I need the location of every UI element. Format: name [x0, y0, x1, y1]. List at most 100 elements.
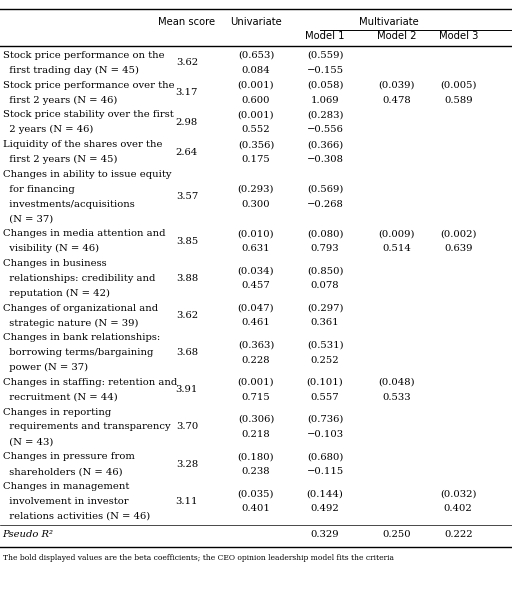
Text: 0.589: 0.589: [444, 95, 473, 104]
Text: 0.639: 0.639: [444, 244, 473, 253]
Text: 0.631: 0.631: [242, 244, 270, 253]
Text: 0.238: 0.238: [242, 467, 270, 476]
Text: 3.62: 3.62: [176, 58, 198, 68]
Text: Pseudo R²: Pseudo R²: [3, 530, 54, 538]
Text: 0.252: 0.252: [311, 356, 339, 365]
Text: −0.268: −0.268: [307, 200, 344, 209]
Text: (0.366): (0.366): [307, 140, 343, 149]
Text: (0.005): (0.005): [440, 81, 477, 90]
Text: Model 1: Model 1: [305, 31, 345, 41]
Text: Changes of organizational and: Changes of organizational and: [3, 304, 158, 313]
Text: The bold displayed values are the beta coefficients; the CEO opinion leadership : The bold displayed values are the beta c…: [3, 554, 394, 562]
Text: −0.308: −0.308: [307, 155, 344, 164]
Text: (0.001): (0.001): [238, 378, 274, 387]
Text: (0.850): (0.850): [307, 266, 344, 275]
Text: first trading day (N = 45): first trading day (N = 45): [3, 66, 139, 75]
Text: 0.401: 0.401: [242, 504, 270, 513]
Text: (0.101): (0.101): [307, 378, 344, 387]
Text: Changes in pressure from: Changes in pressure from: [3, 452, 135, 461]
Text: −0.556: −0.556: [307, 125, 344, 134]
Text: 0.514: 0.514: [382, 244, 411, 253]
Text: first 2 years (N = 46): first 2 years (N = 46): [3, 95, 117, 104]
Text: 0.078: 0.078: [311, 281, 339, 291]
Text: (0.144): (0.144): [307, 489, 344, 498]
Text: reputation (N = 42): reputation (N = 42): [3, 289, 110, 298]
Text: Changes in ability to issue equity: Changes in ability to issue equity: [3, 170, 171, 179]
Text: visibility (N = 46): visibility (N = 46): [3, 244, 99, 253]
Text: Multivariate: Multivariate: [359, 17, 419, 27]
Text: −0.103: −0.103: [307, 430, 344, 439]
Text: (0.180): (0.180): [238, 452, 274, 461]
Text: Model 2: Model 2: [377, 31, 417, 41]
Text: 0.228: 0.228: [242, 356, 270, 365]
Text: (0.047): (0.047): [238, 304, 274, 313]
Text: (0.032): (0.032): [440, 489, 477, 498]
Text: 0.600: 0.600: [242, 95, 270, 104]
Text: (0.010): (0.010): [238, 229, 274, 238]
Text: 0.461: 0.461: [242, 318, 270, 327]
Text: first 2 years (N = 45): first 2 years (N = 45): [3, 155, 117, 164]
Text: 3.17: 3.17: [176, 88, 198, 97]
Text: Stock price stability over the first: Stock price stability over the first: [3, 110, 173, 119]
Text: 0.222: 0.222: [444, 530, 473, 538]
Text: (0.653): (0.653): [238, 51, 274, 60]
Text: (0.035): (0.035): [238, 489, 274, 498]
Text: 3.68: 3.68: [176, 348, 198, 357]
Text: relations activities (N = 46): relations activities (N = 46): [3, 512, 150, 521]
Text: (N = 43): (N = 43): [3, 437, 53, 447]
Text: (0.009): (0.009): [378, 229, 415, 238]
Text: (0.363): (0.363): [238, 341, 274, 350]
Text: (0.293): (0.293): [238, 184, 274, 194]
Text: 3.70: 3.70: [176, 422, 198, 432]
Text: Univariate: Univariate: [230, 17, 282, 27]
Text: 0.552: 0.552: [242, 125, 270, 134]
Text: 0.250: 0.250: [382, 530, 411, 538]
Text: 3.11: 3.11: [176, 497, 198, 506]
Text: Liquidity of the shares over the: Liquidity of the shares over the: [3, 140, 162, 149]
Text: Model 3: Model 3: [439, 31, 478, 41]
Text: 0.402: 0.402: [444, 504, 473, 513]
Text: Changes in business: Changes in business: [3, 259, 106, 268]
Text: 0.457: 0.457: [242, 281, 270, 291]
Text: for financing: for financing: [3, 184, 74, 194]
Text: (0.736): (0.736): [307, 415, 344, 424]
Text: (0.559): (0.559): [307, 51, 344, 60]
Text: (0.034): (0.034): [238, 266, 274, 275]
Text: 3.57: 3.57: [176, 192, 198, 201]
Text: power (N = 37): power (N = 37): [3, 363, 88, 372]
Text: 2.64: 2.64: [176, 148, 198, 157]
Text: (0.080): (0.080): [307, 229, 344, 238]
Text: (0.001): (0.001): [238, 81, 274, 90]
Text: (0.356): (0.356): [238, 140, 274, 149]
Text: 0.533: 0.533: [382, 393, 411, 401]
Text: (0.001): (0.001): [238, 110, 274, 119]
Text: Changes in bank relationships:: Changes in bank relationships:: [3, 333, 160, 342]
Text: Changes in staffing: retention and: Changes in staffing: retention and: [3, 378, 177, 387]
Text: recruitment (N = 44): recruitment (N = 44): [3, 393, 117, 401]
Text: 0.715: 0.715: [242, 393, 270, 401]
Text: 0.084: 0.084: [242, 66, 270, 75]
Text: 3.85: 3.85: [176, 237, 198, 246]
Text: 0.492: 0.492: [311, 504, 339, 513]
Text: 0.361: 0.361: [311, 318, 339, 327]
Text: investments/acquisitions: investments/acquisitions: [3, 200, 134, 209]
Text: (0.039): (0.039): [378, 81, 415, 90]
Text: 1.069: 1.069: [311, 95, 339, 104]
Text: Changes in media attention and: Changes in media attention and: [3, 229, 165, 238]
Text: (0.569): (0.569): [307, 184, 344, 194]
Text: 3.62: 3.62: [176, 311, 198, 320]
Text: borrowing terms/bargaining: borrowing terms/bargaining: [3, 348, 153, 357]
Text: (0.297): (0.297): [307, 304, 344, 313]
Text: requirements and transparency: requirements and transparency: [3, 422, 170, 432]
Text: 0.300: 0.300: [242, 200, 270, 209]
Text: Changes in management: Changes in management: [3, 482, 129, 491]
Text: (0.283): (0.283): [307, 110, 344, 119]
Text: 3.28: 3.28: [176, 460, 198, 468]
Text: Changes in reporting: Changes in reporting: [3, 407, 111, 417]
Text: −0.115: −0.115: [307, 467, 344, 476]
Text: Stock price performance over the: Stock price performance over the: [3, 81, 174, 90]
Text: 0.557: 0.557: [311, 393, 339, 401]
Text: involvement in investor: involvement in investor: [3, 497, 128, 506]
Text: Mean score: Mean score: [158, 17, 216, 27]
Text: 2 years (N = 46): 2 years (N = 46): [3, 125, 93, 135]
